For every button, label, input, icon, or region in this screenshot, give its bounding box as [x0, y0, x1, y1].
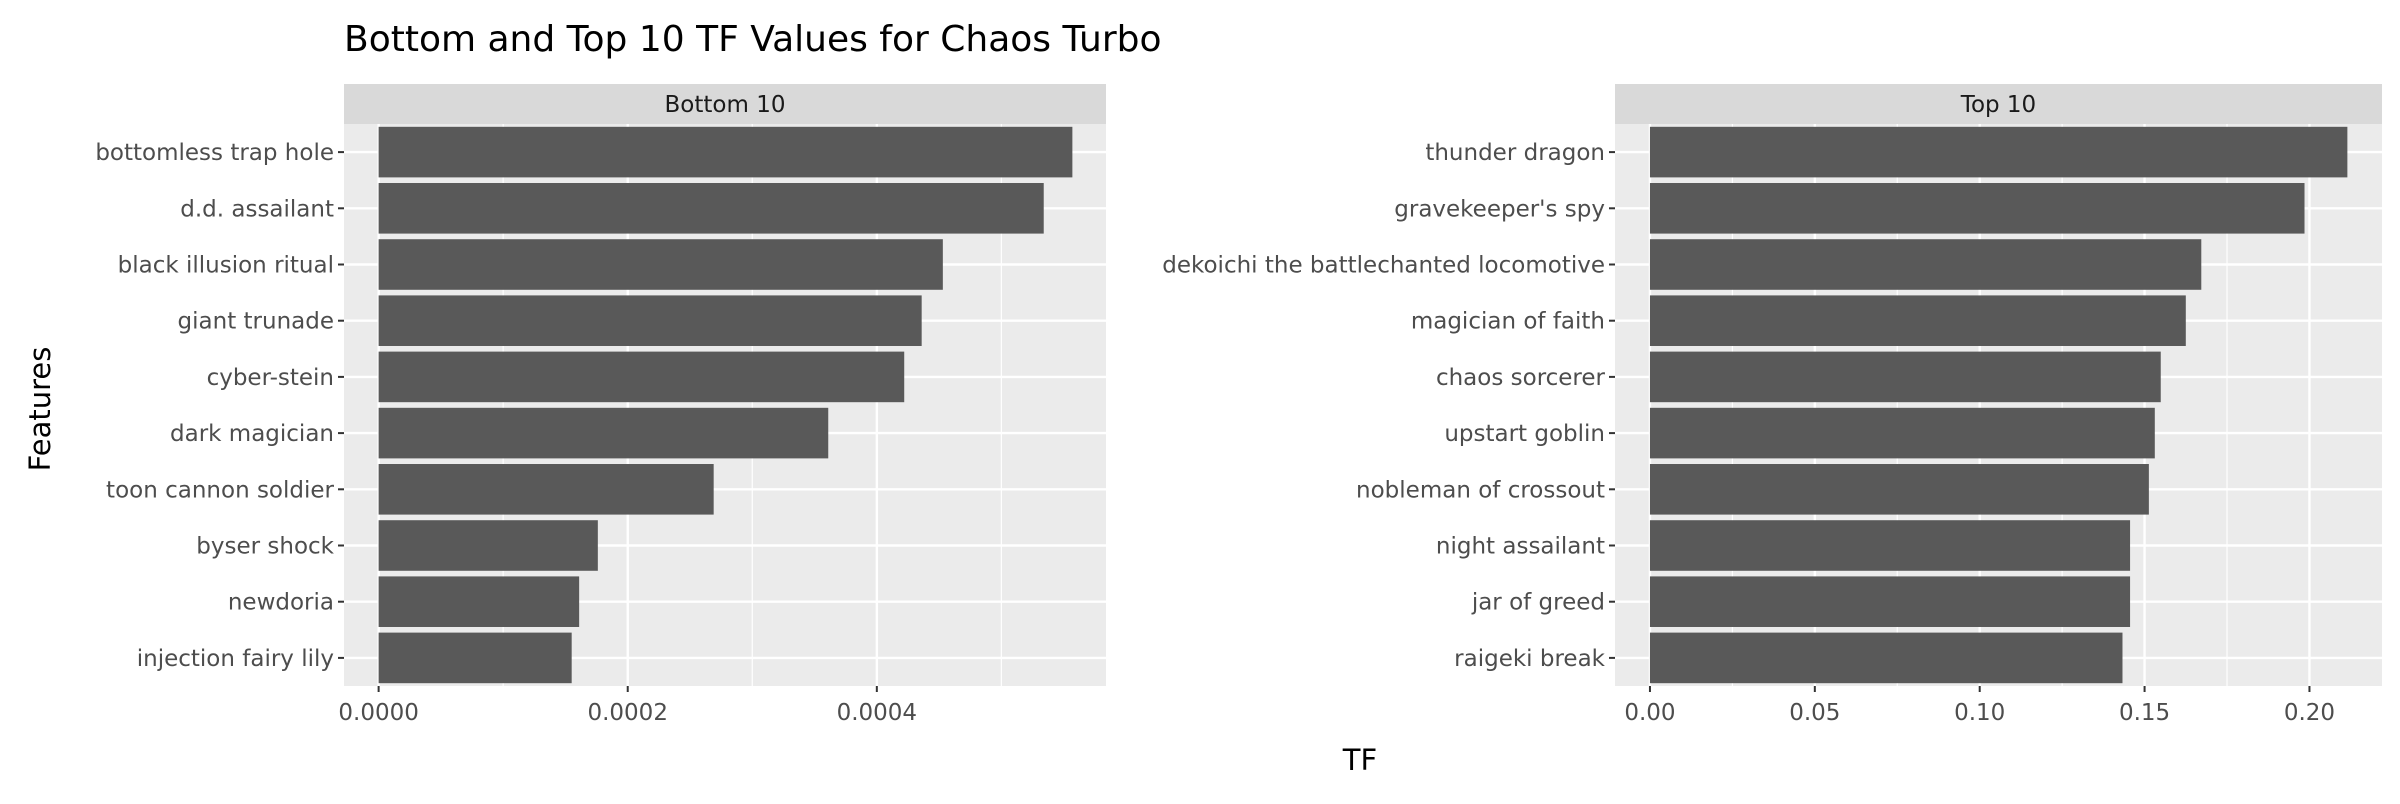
bar: [1649, 183, 2305, 234]
bar: [1649, 576, 2131, 627]
bar: [1649, 295, 2186, 346]
chart-title: Bottom and Top 10 TF Values for Chaos Tu…: [344, 19, 1162, 60]
bar: [378, 407, 829, 459]
bar: [1649, 351, 2161, 403]
bar: [378, 183, 1044, 234]
y-tick-label: dark magician: [170, 421, 334, 447]
bar: [1649, 464, 2149, 515]
x-axis-title: TF: [1342, 743, 1377, 777]
y-tick-label: dekoichi the battlechanted locomotive: [1162, 253, 1605, 279]
bar: [378, 520, 598, 571]
bar: [378, 126, 1073, 178]
x-tick-label: 0.10: [1954, 700, 2005, 726]
y-tick-label: injection fairy lily: [137, 646, 334, 672]
bar: [378, 576, 580, 627]
panel-bottom-10: Bottom 10 bottomless trap hole d.d. assail…: [95, 84, 1106, 726]
bar: [378, 351, 905, 403]
bar: [1649, 632, 2123, 684]
y-tick-label: toon cannon soldier: [106, 477, 334, 503]
y-tick-label: cyber-stein: [207, 365, 334, 391]
x-tick-label: 0.0002: [587, 700, 667, 726]
y-tick-label: bottomless trap hole: [95, 140, 334, 166]
y-tick-label: jar of greed: [1471, 590, 1605, 616]
panel-strip: [344, 84, 1106, 124]
y-tick-label: thunder dragon: [1425, 140, 1605, 166]
y-tick-label: night assailant: [1436, 534, 1605, 560]
panel-strip-label: Bottom 10: [665, 92, 786, 118]
y-tick-label: gravekeeper's spy: [1394, 196, 1605, 222]
y-tick-label: magician of faith: [1411, 309, 1605, 335]
y-tick-label: raigeki break: [1454, 646, 1606, 672]
y-axis-title: Features: [23, 347, 57, 472]
y-tick-label: d.d. assailant: [180, 196, 334, 222]
bar: [1649, 126, 2348, 178]
bar: [1649, 407, 2155, 459]
y-tick-label: upstart goblin: [1444, 421, 1605, 447]
bar: [378, 632, 572, 684]
x-tick-label: 0.05: [1789, 700, 1840, 726]
x-tick-label: 0.15: [2119, 700, 2170, 726]
x-tick-label: 0.20: [2284, 700, 2335, 726]
y-tick-label: nobleman of crossout: [1356, 477, 1605, 503]
x-tick-label: 0.00: [1624, 700, 1675, 726]
y-tick-label: chaos sorcerer: [1436, 365, 1606, 391]
bar: [378, 464, 714, 515]
x-tick-label: 0.0004: [837, 700, 917, 726]
y-tick-label: giant trunade: [178, 309, 334, 335]
panel-top-10: Top 10 thunder dragon gravekeeper's spy dek…: [1162, 84, 2382, 726]
bar: [378, 295, 922, 346]
y-tick-label: black illusion ritual: [118, 253, 334, 279]
panel-strip: [1615, 84, 2382, 124]
y-tick-label: byser shock: [196, 534, 334, 560]
bar: [378, 239, 943, 290]
panel-strip-label: Top 10: [1960, 92, 2036, 118]
bar: [1649, 520, 2131, 571]
bar: [1649, 239, 2202, 290]
x-tick-label: 0.0000: [338, 700, 418, 726]
y-tick-label: newdoria: [228, 590, 334, 616]
